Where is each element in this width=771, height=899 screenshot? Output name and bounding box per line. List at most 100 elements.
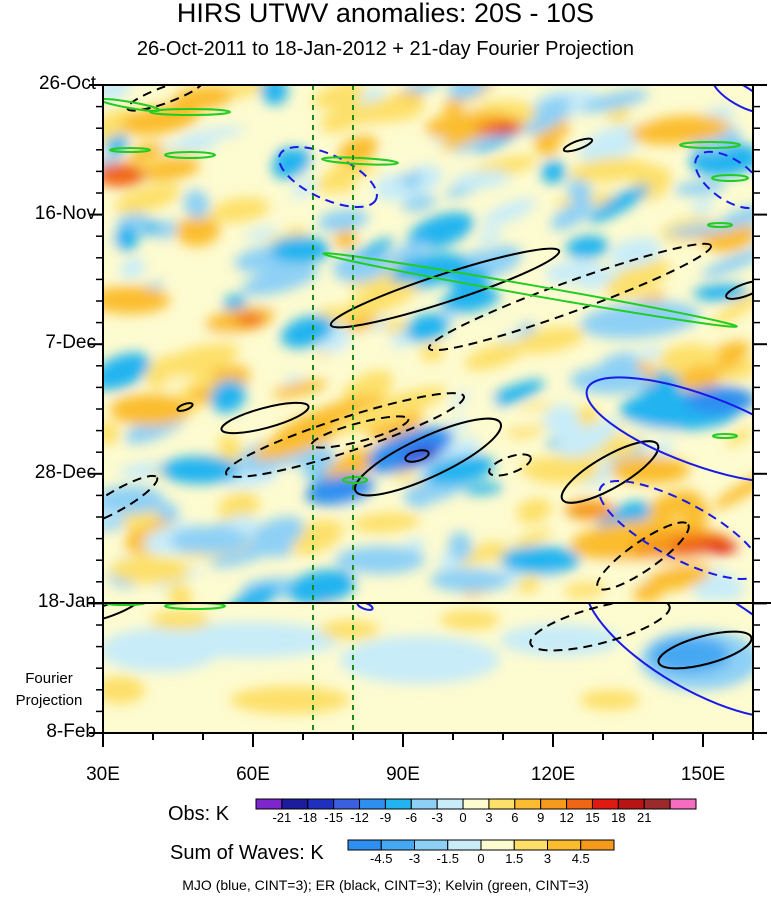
waves-colorbar-swatch — [380, 839, 415, 851]
waves-colorbar-swatch — [480, 839, 515, 851]
obs-colorbar-tick-label: -21 — [272, 810, 292, 825]
waves-colorbar-tick-label: 1.5 — [505, 851, 524, 866]
mjo-contour — [585, 376, 753, 484]
obs-colorbar-swatch — [514, 798, 542, 810]
projection-field — [103, 603, 753, 733]
obs-colorbar-tick-label: 6 — [511, 810, 519, 825]
er-contour — [725, 280, 753, 300]
mjo-contour — [598, 480, 753, 580]
contour-legend: MJO (blue, CINT=3); ER (black, CINT=3); … — [182, 877, 589, 893]
er-contour — [560, 440, 660, 504]
kelvin-contour — [104, 603, 146, 606]
obs-colorbar-swatch — [410, 798, 438, 810]
obs-colorbar-tick-label: 9 — [537, 810, 545, 825]
x-tick-label: 60E — [236, 764, 270, 785]
kelvin-contour — [679, 141, 741, 149]
waves-colorbar-tick-label: 3 — [543, 851, 552, 866]
kelvin-contour — [342, 476, 368, 484]
obs-colorbar-tick-label: 21 — [637, 810, 652, 825]
kelvin-contour — [322, 252, 738, 328]
er-contour — [562, 137, 594, 153]
obs-colorbar-swatch — [591, 798, 619, 810]
obs-colorbar-swatch — [643, 798, 671, 810]
er-contour — [596, 521, 690, 591]
obs-colorbar-tick-label: 0 — [459, 810, 467, 825]
waves-colorbar-swatch — [414, 839, 449, 851]
obs-colorbar-swatch — [488, 798, 516, 810]
er-contour — [310, 415, 410, 449]
obs-colorbar-swatch — [462, 798, 490, 810]
obs-field — [103, 85, 753, 603]
y-tick-label: 28-Dec — [34, 461, 96, 483]
obs-colorbar-swatch — [333, 798, 361, 810]
obs-colorbar-tick-label: 15 — [585, 810, 600, 825]
obs-colorbar-swatch — [255, 798, 283, 810]
projection-label: Fourier Projection — [15, 670, 83, 709]
obs-colorbar-swatch — [669, 798, 697, 810]
chart-subtitle: 26-Oct-2011 to 18-Jan-2012 + 21-day Four… — [136, 38, 635, 60]
mjo-contour — [712, 85, 753, 114]
obs-colorbar-swatch — [359, 798, 386, 810]
obs-colorbar-tick-label: 3 — [485, 810, 493, 825]
waves-colorbar-tick-label: -1.5 — [436, 851, 459, 866]
waves-colorbar-swatch — [513, 839, 548, 851]
waves-colorbar-tick-label: -4.5 — [370, 851, 393, 866]
waves-colorbar-tick-label: 0 — [477, 851, 485, 866]
obs-colorbar-swatch — [540, 798, 568, 810]
chart-title: HIRS UTWV anomalies: 20S - 10S — [176, 0, 595, 28]
er-contour — [488, 453, 532, 477]
er-contour — [103, 474, 159, 526]
obs-colorbar-swatch — [617, 798, 645, 810]
kelvin-contour — [164, 151, 216, 159]
kelvin-contour — [149, 108, 231, 116]
obs-colorbar-swatch — [384, 798, 412, 810]
y-tick-label: 18-Jan — [37, 591, 96, 613]
waves-colorbar-tick-label: -3 — [408, 851, 421, 866]
x-tick-label: 120E — [530, 764, 576, 785]
kelvin-contour — [109, 147, 151, 153]
waves-colorbar-label: Sum of Waves: K — [170, 842, 324, 864]
mjo-contour — [583, 603, 753, 720]
obs-colorbar-swatch — [566, 798, 593, 810]
obs-colorbar-swatch — [281, 798, 309, 810]
er-contour — [220, 401, 310, 435]
obs-colorbar-tick-label: 18 — [611, 810, 626, 825]
obs-colorbar-swatch — [307, 798, 335, 810]
obs-colorbar-label: Obs: K — [168, 803, 230, 825]
y-tick-label: 16-Nov — [34, 202, 96, 224]
er-contour — [225, 392, 465, 478]
er-contour — [404, 449, 430, 463]
kelvin-contour — [321, 156, 399, 166]
y-tick-label: 26-Oct — [38, 73, 96, 94]
kelvin-contour — [707, 222, 733, 228]
x-tick-label: 150E — [680, 764, 726, 785]
waves-colorbar-swatch — [547, 839, 582, 851]
waves-colorbar-swatch — [580, 839, 615, 851]
x-tick-label: 90E — [386, 764, 420, 785]
er-contour — [427, 242, 713, 352]
waves-colorbar-swatch — [347, 839, 382, 851]
waves-colorbar-swatch — [447, 839, 482, 851]
er-contour — [126, 85, 204, 112]
kelvin-contour — [712, 433, 738, 439]
obs-colorbar-tick-label: -15 — [324, 810, 344, 825]
obs-colorbar-tick-label: -12 — [350, 810, 369, 825]
y-tick-label: 8-Feb — [46, 721, 96, 742]
mjo-contour — [694, 150, 753, 210]
er-contour — [329, 247, 561, 329]
kelvin-contour — [711, 174, 749, 182]
x-tick-label: 30E — [86, 764, 120, 785]
y-tick-label: 7-Dec — [45, 332, 96, 354]
er-contour — [529, 603, 671, 652]
kelvin-contour — [164, 603, 226, 610]
obs-colorbar-tick-label: -6 — [405, 810, 418, 825]
obs-colorbar-tick-label: -18 — [298, 810, 318, 825]
obs-colorbar-swatch — [436, 798, 464, 810]
er-contour — [176, 402, 194, 412]
obs-colorbar-tick-label: -9 — [379, 810, 392, 825]
er-contour — [354, 417, 502, 497]
obs-colorbar-tick-label: 12 — [559, 810, 574, 825]
waves-colorbar-tick-label: 4.5 — [571, 851, 590, 866]
er-contour — [657, 630, 753, 670]
